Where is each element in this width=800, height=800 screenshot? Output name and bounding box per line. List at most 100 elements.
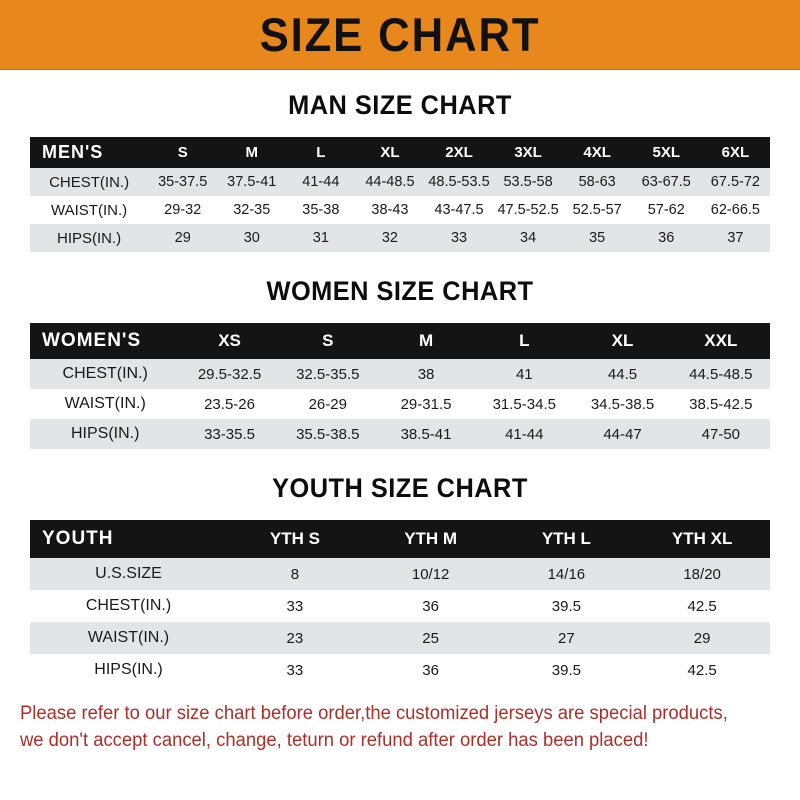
size-column-header: YTH XL — [671, 529, 733, 548]
table-header-row: WOMEN'S XS S M L XL XXL — [30, 323, 770, 359]
measurement-cell: 38.5-42.5 — [689, 395, 753, 413]
measurement-cell: 39.5 — [551, 597, 581, 615]
measurement-cell: 47-50 — [701, 425, 741, 443]
measurement-label: CHEST(IN.) — [62, 365, 148, 382]
measurement-cell: 36 — [658, 230, 675, 246]
table-header-label: YOUTH — [42, 528, 114, 549]
size-column-header: YTH S — [269, 529, 320, 548]
size-chart-banner: SIZE CHART — [0, 0, 800, 70]
measurement-cell: 29 — [174, 230, 191, 246]
measurement-cell: 44-47 — [603, 425, 642, 443]
page-title: SIZE CHART — [259, 8, 541, 61]
measurement-cell: 37 — [727, 230, 744, 246]
women-table-body: WOMEN'S XS S M L XL XXL CHEST(IN.) 29.5-32.5 32.5… — [30, 323, 770, 449]
measurement-cell: 44.5 — [607, 365, 638, 383]
size-column-header: S — [177, 144, 188, 161]
measurement-cell: 31.5-34.5 — [492, 395, 556, 413]
measurement-cell: 29.5-32.5 — [197, 365, 262, 383]
table-row: U.S.SIZE 8 10/12 14/16 18/20 — [30, 558, 770, 590]
table-row: WAIST(IN.) 29-32 32-35 35-38 38-43 43-47.5 47.… — [30, 196, 770, 224]
measurement-cell: 42.5 — [687, 661, 717, 679]
measurement-cell: 43-47.5 — [434, 202, 484, 218]
table-row: CHEST(IN.) 35-37.5 37.5-41 41-44 44-48.5 48.5… — [30, 168, 770, 196]
youth-table-body: YOUTH YTH S YTH M YTH L YTH XL U.S.SIZE 8 10/12… — [30, 520, 770, 686]
measurement-cell: 33 — [286, 661, 304, 679]
size-column-header: S — [322, 331, 334, 350]
measurement-cell: 38-43 — [371, 202, 409, 218]
size-column-header: 6XL — [721, 144, 750, 161]
size-column-header: XS — [218, 331, 241, 350]
measurement-cell: 37.5-41 — [227, 174, 277, 190]
size-column-header: 2XL — [445, 144, 473, 161]
table-row: CHEST(IN.) 33 36 39.5 42.5 — [30, 590, 770, 622]
table-row: HIPS(IN.) 29 30 31 32 33 34 35 36 37 — [30, 224, 770, 252]
measurement-cell: 27 — [558, 629, 575, 647]
table-header-label: WOMEN'S — [42, 330, 142, 351]
measurement-cell: 41-44 — [505, 425, 544, 443]
table-row: HIPS(IN.) 33-35.5 35.5-38.5 38.5-41 41-44 44-… — [30, 419, 770, 449]
measurement-label: WAIST(IN.) — [87, 629, 170, 646]
youth-size-table: YOUTH YTH S YTH M YTH L YTH XL U.S.SIZE 8 10/12… — [30, 520, 770, 686]
measurement-cell: 29 — [693, 629, 711, 647]
measurement-cell: 18/20 — [683, 565, 721, 583]
men-size-table: MEN'S S M L XL 2XL 3XL 4XL 5XL 6XL CHEST(IN.) 35-37… — [30, 137, 770, 252]
measurement-cell: 38 — [417, 365, 435, 383]
section-title-women: WOMEN SIZE CHART — [266, 276, 534, 306]
measurement-cell: 8 — [290, 565, 300, 583]
table-row: HIPS(IN.) 33 36 39.5 42.5 — [30, 654, 770, 686]
measurement-cell: 42.5 — [687, 597, 717, 615]
measurement-cell: 23.5-26 — [204, 395, 255, 413]
table-header-row: YOUTH YTH S YTH M YTH L YTH XL — [30, 520, 770, 558]
measurement-cell: 14/16 — [547, 565, 586, 583]
size-column-header: 5XL — [652, 144, 680, 161]
measurement-cell: 35-37.5 — [158, 174, 208, 190]
size-column-header: YTH M — [404, 529, 458, 548]
measurement-label: U.S.SIZE — [95, 565, 162, 582]
measurement-cell: 58-63 — [578, 174, 616, 190]
measurement-cell: 26-29 — [308, 395, 347, 413]
measurement-cell: 48.5-53.5 — [428, 174, 490, 190]
measurement-cell: 67.5-72 — [710, 174, 760, 190]
size-column-header: M — [418, 331, 434, 350]
measurement-cell: 10/12 — [411, 565, 450, 583]
measurement-cell: 35 — [589, 230, 606, 246]
measurement-label: HIPS(IN.) — [70, 425, 140, 442]
size-column-header: L — [519, 331, 530, 350]
measurement-cell: 30 — [243, 230, 260, 246]
measurement-label: HIPS(IN.) — [94, 661, 163, 678]
measurement-cell: 38.5-41 — [400, 425, 452, 443]
size-column-header: YTH L — [541, 529, 591, 548]
measurement-label: CHEST(IN.) — [85, 597, 172, 614]
measurement-cell: 36 — [422, 597, 439, 615]
measurement-label: HIPS(IN.) — [56, 229, 122, 247]
section-title-youth: YOUTH SIZE CHART — [272, 473, 528, 503]
section-title-men: MAN SIZE CHART — [288, 90, 512, 120]
measurement-cell: 53.5-58 — [503, 174, 553, 190]
measurement-cell: 36 — [422, 661, 439, 679]
measurement-cell: 44-48.5 — [365, 174, 415, 190]
order-policy-line-2: we don't accept cancel, change, teturn o… — [20, 730, 649, 751]
size-column-header: L — [316, 144, 326, 161]
order-policy-note: Please refer to our size chart before or… — [20, 700, 757, 754]
measurement-cell: 32.5-35.5 — [296, 365, 360, 383]
measurement-cell: 41 — [515, 365, 533, 383]
table-header-row: MEN'S S M L XL 2XL 3XL 4XL 5XL 6XL — [30, 137, 770, 168]
size-column-header: 4XL — [583, 144, 611, 161]
measurement-cell: 39.5 — [551, 661, 581, 679]
measurement-label: WAIST(IN.) — [64, 395, 146, 412]
size-column-header: XL — [380, 144, 400, 161]
table-header-label: MEN'S — [42, 142, 104, 162]
measurement-cell: 52.5-57 — [572, 202, 622, 218]
measurement-cell: 57-62 — [647, 202, 685, 218]
measurement-cell: 29-32 — [164, 202, 202, 218]
measurement-cell: 25 — [422, 629, 439, 647]
measurement-cell: 62-66.5 — [710, 202, 760, 218]
size-column-header: XL — [611, 331, 634, 350]
measurement-cell: 33 — [286, 597, 304, 615]
measurement-cell: 33 — [450, 230, 468, 246]
order-policy-line-1: Please refer to our size chart before or… — [20, 703, 728, 724]
size-column-header: M — [245, 144, 259, 161]
measurement-cell: 32 — [381, 230, 398, 246]
measurement-cell: 23 — [286, 629, 304, 647]
women-size-table: WOMEN'S XS S M L XL XXL CHEST(IN.) 29.5-32.5 32.5… — [30, 323, 770, 449]
